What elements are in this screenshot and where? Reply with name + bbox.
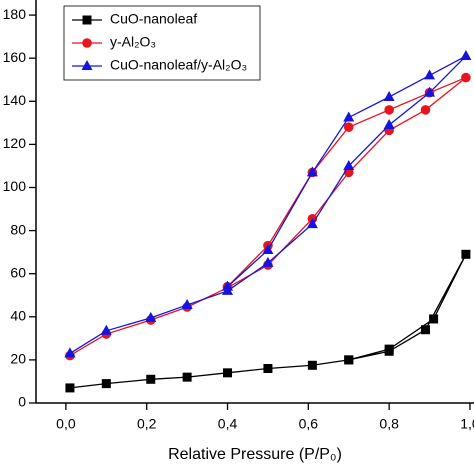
legend-marker [82, 15, 92, 25]
data-point [461, 249, 471, 259]
x-tick-label: 0,0 [56, 416, 76, 432]
legend-label: y-Al₂O₃ [110, 34, 156, 50]
y-tick-label: 80 [10, 221, 26, 237]
series-line [69, 55, 467, 354]
y-tick-label: 100 [3, 178, 27, 194]
data-point [343, 111, 355, 122]
data-point [383, 118, 395, 129]
data-point [262, 256, 274, 267]
data-point [343, 122, 354, 132]
y-tick-label: 160 [3, 49, 27, 65]
y-tick-label: 20 [10, 351, 26, 367]
legend-label: CuO-nanoleaf [110, 11, 197, 27]
legend: CuO-nanoleaf y-Al₂O₃ CuO-nanoleaf/y-Al₂O₃ [63, 5, 261, 81]
data-point [384, 344, 394, 354]
legend-label: CuO-nanoleaf/y-Al₂O₃ [110, 57, 247, 73]
data-point [383, 90, 395, 101]
y-tick-label: 140 [3, 92, 27, 108]
y-tick-label: 180 [3, 6, 27, 22]
data-point [223, 368, 233, 378]
data-point [343, 159, 355, 170]
data-point [146, 374, 156, 384]
legend-marker [82, 38, 92, 48]
y-tick-label: 40 [10, 307, 26, 323]
y-tick-label: 120 [3, 135, 27, 151]
data-point [384, 105, 394, 115]
data-point [145, 311, 157, 322]
data-point [306, 218, 318, 229]
data-point [461, 72, 471, 83]
data-point [420, 105, 431, 115]
data-point [424, 69, 436, 80]
series-line [69, 76, 467, 357]
x-tick-label: 0,6 [299, 416, 319, 432]
series-line [69, 253, 467, 389]
x-tick-label: 1,0 [460, 416, 474, 432]
data-point [460, 50, 472, 61]
data-point [307, 360, 317, 370]
data-point [182, 372, 192, 382]
data-point [344, 355, 354, 365]
data-point [429, 314, 439, 324]
x-axis-label: Relative Pressure (P/P₀) [168, 446, 342, 463]
data-point [263, 364, 273, 374]
x-tick-label: 0,4 [218, 416, 238, 432]
data-point [181, 298, 193, 309]
data-point [65, 383, 75, 393]
data-point [421, 325, 431, 335]
y-tick-label: 60 [10, 264, 26, 280]
data-point [262, 243, 274, 254]
data-point [306, 166, 318, 177]
data-point [222, 280, 234, 291]
x-tick-label: 0,2 [137, 416, 157, 432]
x-tick-label: 0,8 [379, 416, 399, 432]
data-point [101, 379, 111, 389]
data-point [424, 86, 436, 97]
legend-marker [81, 60, 93, 70]
y-tick-label: 0 [18, 394, 26, 410]
data-point [64, 347, 76, 358]
data-point [100, 324, 112, 335]
